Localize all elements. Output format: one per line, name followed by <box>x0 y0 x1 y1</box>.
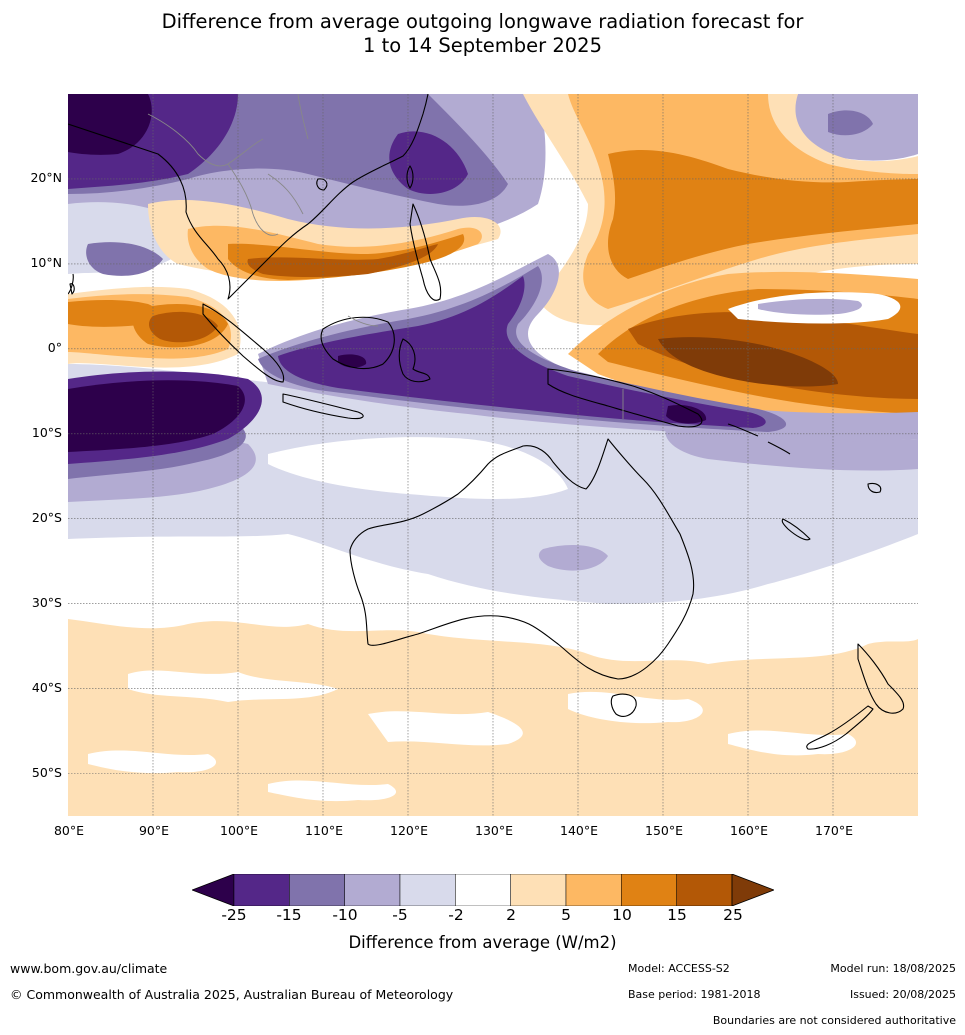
legend-tick: -2 <box>448 906 464 924</box>
lon-label-140e: 140°E <box>559 823 599 838</box>
coastline-new-zealand-south <box>806 705 874 750</box>
lat-label-10s: 10°S <box>31 425 62 440</box>
footer-model: Model: ACCESS-S2 <box>628 962 730 975</box>
lat-label-50s: 50°S <box>31 765 62 780</box>
lat-label-40s: 40°S <box>31 680 62 695</box>
legend-tick: 5 <box>561 906 571 924</box>
lon-label-170e: 170°E <box>814 823 854 838</box>
chart-title: Difference from average outgoing longwav… <box>0 10 965 58</box>
lon-label-110e: 110°E <box>304 823 344 838</box>
coastline-sulawesi <box>398 338 431 383</box>
legend-swatch <box>621 873 677 907</box>
footer-model-run: Model run: 18/08/2025 <box>830 962 956 975</box>
legend-label: Difference from average (W/m2) <box>348 933 617 952</box>
coastline-sumatra <box>202 303 285 383</box>
footer-copyright: © Commonwealth of Australia 2025, Austra… <box>10 987 454 1002</box>
legend-colorbar-svg <box>190 873 776 907</box>
legend-swatch <box>565 873 622 907</box>
lon-label-80e: 80°E <box>53 823 85 838</box>
map-svg <box>68 94 918 816</box>
coastline-australia <box>349 438 695 680</box>
legend-colorbar <box>190 873 776 907</box>
lon-label-150e: 150°E <box>644 823 684 838</box>
lon-label-120e: 120°E <box>389 823 429 838</box>
anomaly-region-dark-purple-north <box>68 94 152 155</box>
legend-tick: 15 <box>667 906 687 924</box>
lat-label-20s: 20°S <box>31 510 62 525</box>
lon-label-130e: 130°E <box>474 823 514 838</box>
anomaly-region-purple-mc <box>278 276 766 428</box>
footer-base-period: Base period: 1981-2018 <box>628 988 761 1001</box>
anomaly-region-lavender-streak <box>758 298 862 315</box>
lon-label-90e: 90°E <box>138 823 170 838</box>
coastline-java <box>282 393 364 420</box>
legend-tick: 2 <box>506 906 516 924</box>
legend-tick: -10 <box>332 906 358 924</box>
legend-swatch <box>399 873 456 907</box>
footer-issued: Issued: 20/08/2025 <box>849 988 956 1001</box>
anomaly-region-lavender-south-blob <box>538 544 608 571</box>
anomaly-region-white-australia-north <box>268 437 568 499</box>
title-line-2: 1 to 14 September 2025 <box>363 34 602 57</box>
title-line-1: Difference from average outgoing longwav… <box>161 10 804 33</box>
legend-tick: -15 <box>276 906 302 924</box>
anomaly-region-brown-scs <box>247 244 438 277</box>
anomaly-region-dark-orange-pacific <box>608 149 918 279</box>
coastline-sri-lanka <box>69 283 75 295</box>
lon-label-100e: 100°E <box>219 823 259 838</box>
lon-label-160e: 160°E <box>729 823 769 838</box>
coastline-new-zealand-north <box>857 643 905 714</box>
coastline-philippines <box>409 203 442 301</box>
lat-label-10n: 10°N <box>30 255 62 270</box>
anomaly-region-purple-north <box>68 94 468 194</box>
footer-website[interactable]: www.bom.gov.au/climate <box>10 961 168 976</box>
coastline-tasmania <box>610 693 637 717</box>
legend-swatch <box>344 873 401 907</box>
footer-disclaimer: Boundaries are not considered authoritat… <box>712 1014 956 1027</box>
coastline-fiji <box>867 482 882 494</box>
legend-tick: 10 <box>612 906 632 924</box>
coastline-new-guinea <box>547 368 703 428</box>
legend-tick: -25 <box>221 906 247 924</box>
legend-swatch <box>289 873 345 907</box>
anomaly-region-dark-purple-mc <box>338 354 707 424</box>
lat-label-30s: 30°S <box>31 595 62 610</box>
legend-swatch <box>455 873 511 907</box>
legend-tick: -5 <box>392 906 408 924</box>
anomaly-region-mid-purple-npac <box>828 110 873 136</box>
coastline-solomons <box>727 423 791 455</box>
legend-swatch-below <box>190 873 235 907</box>
anomaly-region-south-white-gaps <box>88 670 857 802</box>
legend-tick: 25 <box>723 906 743 924</box>
anomaly-region-brown-io <box>148 311 218 343</box>
lat-label-20n: 20°N <box>30 170 62 185</box>
coastlines <box>68 94 905 750</box>
legend-swatch <box>676 873 733 907</box>
lat-label-0: 0° <box>47 340 62 355</box>
graticule <box>68 94 918 816</box>
legend-swatch-above <box>731 873 776 907</box>
coastline-taiwan <box>406 165 414 189</box>
country-boundaries <box>147 94 624 419</box>
coastline-new-caledonia <box>781 518 811 541</box>
legend-swatch <box>510 873 567 907</box>
olr-anomaly-map <box>68 94 918 816</box>
legend-swatch <box>233 873 290 907</box>
coastline-mainland-asia <box>68 94 429 300</box>
coastline-borneo <box>320 316 395 370</box>
coastline-hainan <box>316 178 328 191</box>
anomaly-region-lavender-15s <box>68 424 918 502</box>
